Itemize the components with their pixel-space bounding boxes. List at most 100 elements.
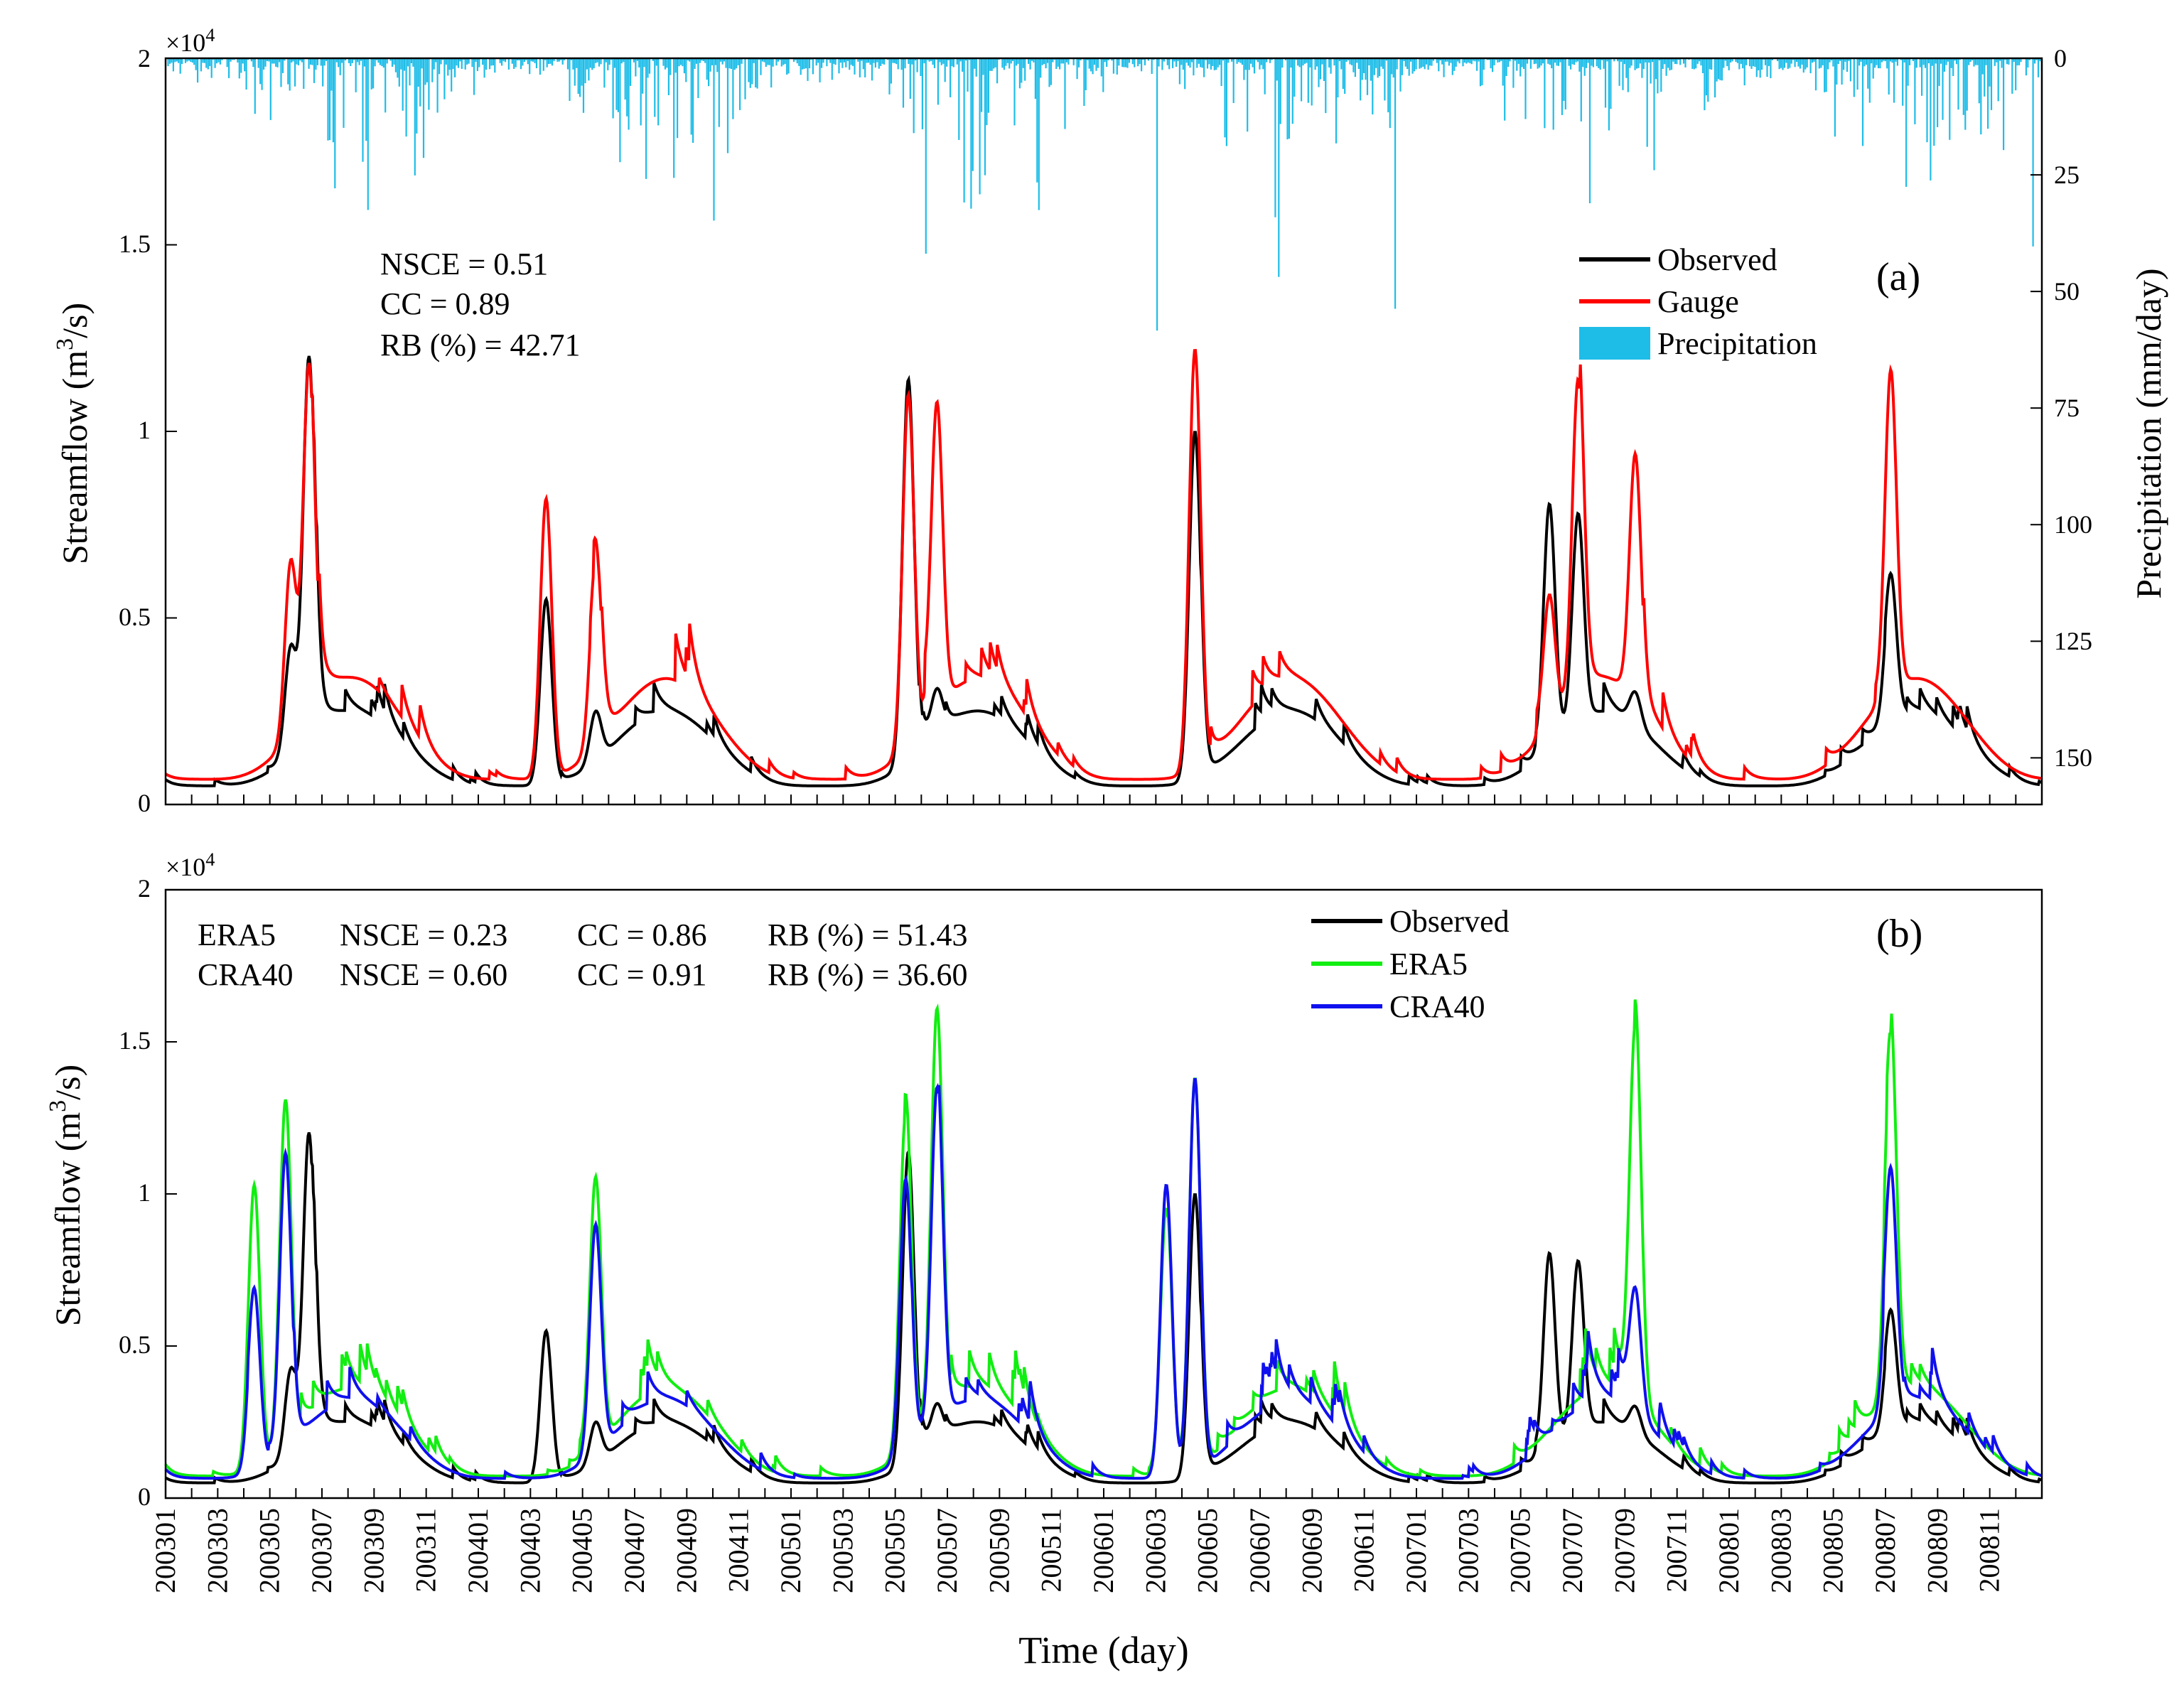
precipitation-bar	[1193, 58, 1195, 76]
precipitation-bar	[843, 58, 845, 63]
precipitation-bar	[652, 58, 654, 61]
precipitation-bar	[203, 58, 205, 63]
precipitation-bar	[1705, 58, 1707, 96]
precipitation-bar	[726, 58, 729, 154]
precipitation-bar	[1266, 58, 1268, 63]
precipitation-bar	[1328, 58, 1330, 68]
precipitation-bar	[737, 58, 739, 65]
precipitation-bar	[1231, 58, 1233, 62]
precipitation-bar	[795, 58, 797, 60]
precipitation-bar	[1933, 58, 1935, 146]
precipitation-bar	[1990, 58, 1993, 110]
precipitation-bar	[209, 58, 211, 66]
precipitation-bar	[718, 58, 720, 127]
x-tick-label: 200505	[879, 1508, 911, 1593]
precipitation-bar	[294, 58, 296, 87]
precipitation-bar	[1861, 58, 1864, 146]
precipitation-bar	[1657, 58, 1659, 94]
a-y2tick-label: 25	[2054, 161, 2080, 189]
precipitation-bar	[770, 58, 773, 88]
precipitation-bar	[1036, 58, 1038, 183]
precipitation-bar	[815, 58, 817, 66]
precipitation-bar	[1040, 58, 1042, 78]
precipitation-bar	[669, 58, 672, 75]
precipitation-bar	[673, 58, 675, 178]
precipitation-bar	[1467, 58, 1469, 63]
precipitation-bar	[952, 58, 954, 68]
precipitation-bar	[937, 58, 939, 105]
precipitation-bar	[643, 58, 645, 68]
precipitation-bar	[549, 58, 552, 64]
precipitation-bar	[1455, 58, 1457, 67]
precipitation-bar	[1812, 58, 1814, 63]
b-stat-cra40-name: CRA40	[198, 957, 293, 992]
precipitation-bar	[1926, 58, 1928, 143]
precipitation-bar	[330, 58, 333, 91]
precipitation-bar	[291, 58, 293, 63]
precipitation-bar	[210, 58, 213, 78]
precipitation-bar	[1770, 58, 1772, 78]
precipitation-bar	[523, 58, 525, 62]
precipitation-bar	[1453, 58, 1456, 71]
precipitation-bar	[1410, 58, 1412, 62]
precipitation-bar	[1090, 58, 1092, 72]
panel-b: 0 0.5 1 1.5 2 ×104 Streamflow (m3/s) ERA…	[45, 849, 2043, 1671]
precipitation-bar	[1303, 58, 1306, 64]
precipitation-bar	[664, 58, 667, 70]
precipitation-bar	[1799, 58, 1801, 69]
precipitation-bar	[1591, 58, 1593, 66]
b-ytick-label: 0	[138, 1482, 151, 1511]
precipitation-bar	[1439, 58, 1441, 60]
panel-a-series	[164, 348, 2043, 787]
precipitation-bar	[1483, 58, 1485, 70]
precipitation-bar	[1248, 58, 1250, 70]
precipitation-bar	[1458, 58, 1461, 64]
precipitation-bar	[1563, 58, 1565, 101]
precipitation-bar	[890, 58, 892, 84]
b-panel-label: (b)	[1876, 912, 1922, 956]
precipitation-bar	[303, 58, 305, 89]
precipitation-bar	[1498, 58, 1500, 63]
b-y-exponent: ×104	[166, 849, 215, 881]
precipitation-bar	[1987, 58, 1989, 129]
x-tick-label: 200605	[1192, 1508, 1224, 1593]
precipitation-bar	[1446, 58, 1448, 62]
precipitation-bar	[751, 58, 753, 85]
precipitation-bar	[230, 58, 232, 62]
precipitation-bar	[1062, 58, 1065, 64]
precipitation-bar	[1392, 58, 1394, 78]
precipitation-bar	[1717, 58, 1720, 80]
precipitation-bar	[1949, 58, 1951, 140]
precipitation-bar	[551, 58, 554, 66]
precipitation-bar	[1542, 58, 1544, 64]
precipitation-bar	[869, 58, 871, 65]
precipitation-bar	[1470, 58, 1473, 65]
precipitation-bar	[1745, 58, 1748, 65]
precipitation-bar	[1964, 58, 1967, 130]
precipitation-bar	[544, 58, 547, 60]
a-ytick-label: 1	[138, 416, 151, 444]
precipitation-bar	[1247, 58, 1249, 132]
precipitation-bar	[970, 58, 972, 209]
precipitation-bar	[1984, 58, 1986, 97]
precipitation-bar	[1551, 58, 1553, 69]
precipitation-bar	[645, 58, 647, 179]
precipitation-bar	[504, 58, 507, 63]
precipitation-bar	[690, 58, 692, 135]
precipitation-bar	[1818, 58, 1820, 69]
precipitation-bar	[1252, 58, 1254, 68]
precipitation-bar	[1041, 58, 1043, 65]
precipitation-bar	[1740, 58, 1742, 64]
precipitation-bar	[911, 58, 913, 65]
x-tick-label: 200511	[1035, 1508, 1067, 1593]
precipitation-bar	[1125, 58, 1127, 68]
precipitation-bar	[655, 58, 657, 66]
precipitation-bar	[1427, 58, 1429, 70]
precipitation-bar	[377, 58, 380, 63]
precipitation-bar	[279, 58, 281, 63]
precipitation-bar	[913, 58, 915, 134]
precipitation-bar	[647, 58, 649, 78]
precipitation-bar	[370, 58, 372, 90]
precipitation-bar	[589, 58, 591, 68]
precipitation-bar	[382, 58, 384, 68]
